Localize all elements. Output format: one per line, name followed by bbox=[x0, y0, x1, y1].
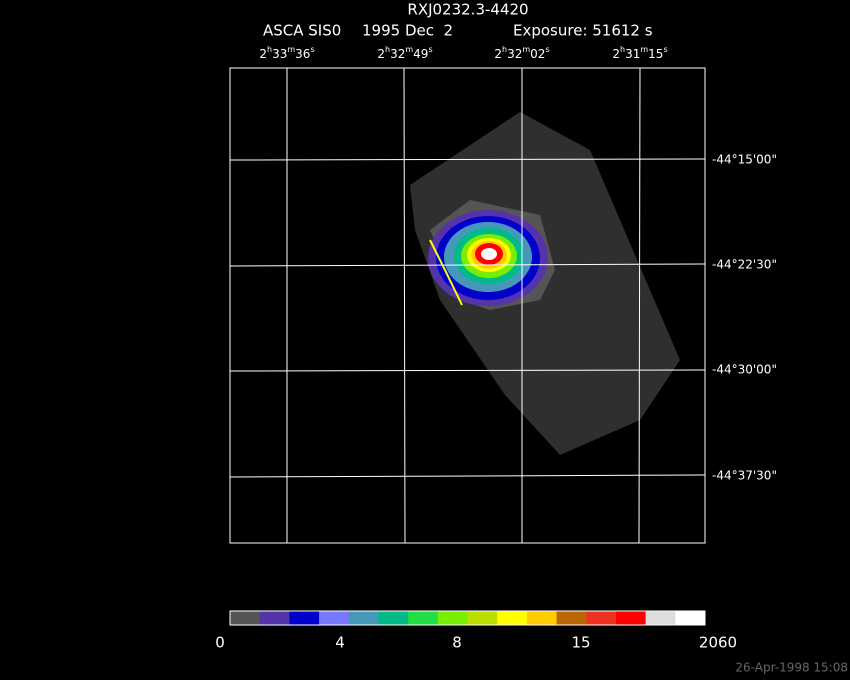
instrument: ASCA SIS0 bbox=[263, 22, 341, 40]
ra-value: 32 bbox=[390, 47, 405, 61]
ra-value: 36 bbox=[295, 47, 310, 61]
ra-label: 2h33m36s bbox=[259, 45, 314, 61]
ra-value: 31 bbox=[625, 47, 640, 61]
dec-label: -44°22'30" bbox=[712, 258, 777, 272]
ra-value: 2 bbox=[377, 47, 385, 61]
colorbar-segment bbox=[615, 611, 647, 625]
ra-unit: m bbox=[522, 45, 530, 54]
colorbar-segment bbox=[289, 611, 320, 625]
colorbar-segment bbox=[408, 611, 439, 625]
colorbar-segment bbox=[586, 611, 617, 625]
timestamp: 26-Apr-1998 15:08 bbox=[735, 661, 848, 675]
ra-unit: s bbox=[545, 45, 549, 54]
ra-unit: h bbox=[502, 45, 507, 54]
ra-unit: h bbox=[385, 45, 390, 54]
ra-value: 33 bbox=[272, 47, 287, 61]
colorbar-frame bbox=[229, 610, 706, 626]
dec-label: -44°37'30" bbox=[712, 469, 777, 483]
ra-unit: s bbox=[310, 45, 314, 54]
ra-unit: h bbox=[267, 45, 272, 54]
ra-label: 2h31m15s bbox=[612, 45, 667, 61]
colorbar-segment bbox=[497, 611, 528, 625]
ra-label: 2h32m02s bbox=[494, 45, 549, 61]
colorbar-segment bbox=[378, 611, 409, 625]
ra-value: 2 bbox=[259, 47, 267, 61]
dec-label: -44°30'00" bbox=[712, 363, 777, 377]
ra-unit: m bbox=[640, 45, 648, 54]
colorbar-segment bbox=[230, 611, 261, 625]
ra-value: 15 bbox=[648, 47, 663, 61]
colorbar-segment bbox=[556, 611, 587, 625]
ra-value: 2 bbox=[612, 47, 620, 61]
colorbar-segment bbox=[526, 611, 558, 625]
ra-value: 32 bbox=[507, 47, 522, 61]
exposure: Exposure: 51612 s bbox=[513, 22, 653, 40]
dec-label: -44°15'00" bbox=[712, 153, 777, 167]
coordinate-grid bbox=[229, 67, 706, 544]
colorbar-label: 8 bbox=[452, 634, 462, 652]
colorbar-segment bbox=[437, 611, 468, 625]
colorbar-label: 0 bbox=[215, 634, 225, 652]
colorbar-segment bbox=[319, 611, 350, 625]
dec-labels: -44°15'00" -44°22'30" -44°30'00" -44°37'30" bbox=[712, 153, 777, 483]
colorbar: 0 4 8 15 2060 bbox=[215, 610, 737, 652]
ra-unit: s bbox=[428, 45, 432, 54]
colorbar-segment bbox=[467, 611, 498, 625]
ra-unit: m bbox=[287, 45, 295, 54]
xray-image bbox=[410, 112, 680, 455]
ra-label: 2h32m49s bbox=[377, 45, 432, 61]
ra-value: 2 bbox=[494, 47, 502, 61]
ra-unit: m bbox=[405, 45, 413, 54]
colorbar-label: 2060 bbox=[699, 634, 737, 652]
ra-unit: h bbox=[620, 45, 625, 54]
colorbar-segment bbox=[259, 611, 290, 625]
colorbar-label: 15 bbox=[571, 634, 590, 652]
ra-value: 02 bbox=[530, 47, 545, 61]
ra-value: 49 bbox=[413, 47, 428, 61]
ra-unit: s bbox=[663, 45, 667, 54]
obs-date: 1995 Dec 2 bbox=[362, 22, 453, 40]
colorbar-label: 4 bbox=[335, 634, 345, 652]
title: RXJ0232.3-4420 bbox=[407, 1, 528, 19]
colorbar-segment bbox=[675, 611, 706, 625]
colorbar-segment bbox=[645, 611, 676, 625]
ra-labels: 2h33m36s 2h32m49s 2h32m02s 2h31m15s bbox=[259, 45, 667, 61]
colorbar-segment bbox=[348, 611, 379, 625]
